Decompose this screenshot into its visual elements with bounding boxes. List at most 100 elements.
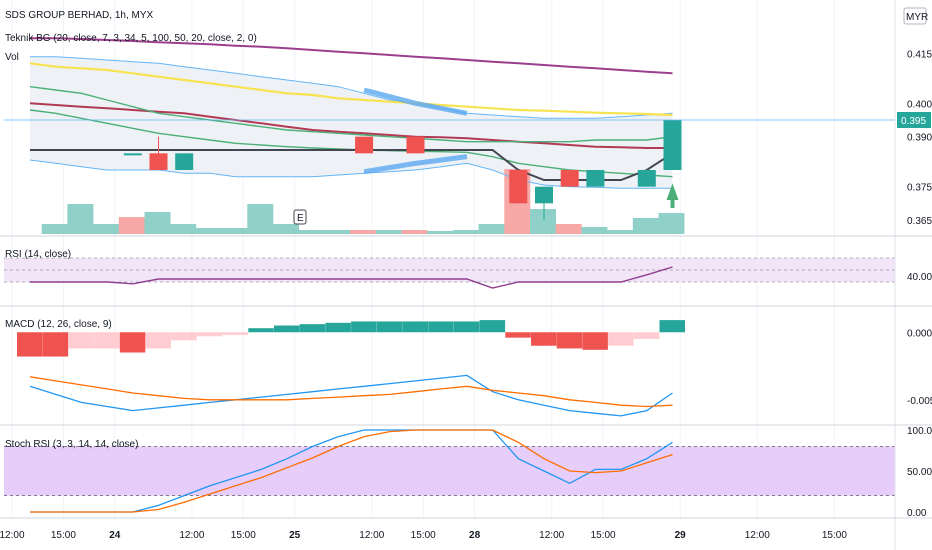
- macd-histogram-bar: [633, 332, 660, 339]
- stoch-tick-label: 0.00: [907, 508, 927, 519]
- up-arrow-marker: [666, 183, 679, 200]
- macd-histogram-bar: [171, 332, 197, 341]
- x-tick-label: 15:00: [822, 530, 847, 541]
- macd-histogram-bar: [402, 321, 428, 333]
- stoch-band-fill: [4, 446, 895, 496]
- volume-bar: [478, 224, 505, 234]
- stoch-k-line: [30, 429, 673, 513]
- x-tick-label: 15:00: [411, 530, 436, 541]
- volume-bar: [273, 224, 299, 234]
- earnings-marker-box: [293, 209, 307, 225]
- rsi-pane[interactable]: [4, 257, 895, 289]
- macd-histogram-bar: [222, 332, 249, 335]
- rsi-tick-label: 40.00: [907, 272, 932, 283]
- volume-label: Vol: [5, 52, 19, 63]
- currency-badge[interactable]: MYR: [903, 7, 928, 25]
- macd-histogram-bar: [42, 332, 69, 357]
- candle-up[interactable]: [637, 170, 656, 187]
- volume-bar: [195, 228, 222, 234]
- price-tick-label: 0.375: [907, 183, 932, 194]
- volume-bar: [555, 224, 582, 234]
- candle-down[interactable]: [406, 136, 425, 154]
- x-tick-label: 12:00: [359, 530, 384, 541]
- x-tick-label: 12:00: [179, 530, 204, 541]
- highlight-lower-segment: [363, 154, 468, 175]
- x-tick-label: 12:00: [745, 530, 770, 541]
- x-tick-label: 28: [469, 530, 481, 541]
- macd-histogram-bar: [582, 332, 608, 350]
- volume-bar: [324, 230, 351, 234]
- candle-down[interactable]: [560, 170, 579, 187]
- price-tick-label: 0.400: [907, 99, 932, 110]
- macd-histogram-bar: [119, 332, 146, 353]
- price-pane[interactable]: E 0.395: [4, 37, 931, 234]
- current-price-badge: [897, 112, 931, 128]
- macd-histogram-bar: [145, 332, 171, 349]
- volume-bar: [581, 227, 608, 234]
- ma-purple-line: [30, 37, 673, 75]
- macd-histogram-bar: [453, 321, 480, 333]
- bollinger-upper-line: [30, 56, 673, 119]
- candle-down[interactable]: [355, 136, 374, 154]
- candle-up[interactable]: [535, 186, 553, 204]
- volume-bar: [247, 204, 274, 234]
- up-arrow-stem: [670, 200, 675, 208]
- stoch-label: Stoch RSI (3, 3, 14, 14, close): [5, 439, 138, 450]
- price-tick-label: 0.390: [907, 133, 932, 144]
- candle-up[interactable]: [123, 153, 142, 156]
- x-tick-label: 15:00: [231, 530, 256, 541]
- volume-bar: [375, 230, 402, 234]
- volume-bar: [607, 230, 634, 234]
- earnings-marker-label: E: [297, 213, 304, 224]
- macd-histogram-bar: [428, 321, 454, 333]
- macd-histogram-bar: [196, 332, 223, 337]
- macd-histogram-bar: [479, 320, 506, 333]
- volume-bar: [144, 212, 171, 234]
- x-tick-label: 12:00: [539, 530, 564, 541]
- macd-histogram-bar: [556, 332, 583, 349]
- macd-histogram-bar: [325, 322, 351, 333]
- volume-bar: [401, 230, 428, 234]
- x-tick-label: 15:00: [591, 530, 616, 541]
- ma-yellow-line: [29, 62, 673, 117]
- candle-up[interactable]: [663, 120, 682, 170]
- current-price-value: 0.395: [901, 116, 926, 127]
- candle-down[interactable]: [149, 153, 168, 170]
- earnings-marker[interactable]: E: [293, 209, 307, 225]
- candle-up[interactable]: [586, 170, 605, 187]
- chart-title: SDS GROUP BERHAD, 1h, MYX: [5, 10, 154, 21]
- volume-bar: [298, 230, 325, 234]
- price-tick-label: 0.365: [907, 216, 932, 227]
- macd-histogram-bar: [659, 320, 685, 333]
- volume-bar: [221, 228, 248, 234]
- macd-histogram-bar: [299, 324, 326, 333]
- candle-down[interactable]: [509, 170, 528, 204]
- x-tick-label: 15:00: [51, 530, 76, 541]
- rsi-line: [30, 266, 673, 289]
- volume-bar: [350, 230, 377, 234]
- volume-bar: [632, 218, 659, 234]
- price-tick-label: 0.415: [907, 49, 932, 60]
- candle-up[interactable]: [175, 153, 194, 170]
- macd-pane[interactable]: [17, 320, 685, 417]
- macd-tick-label: -0.005: [907, 396, 932, 407]
- ma-green-upper-line: [29, 86, 673, 143]
- macd-histogram-bar: [17, 332, 43, 357]
- volume-bar: [530, 209, 556, 234]
- currency-label: MYR: [906, 12, 928, 23]
- signal-line: [29, 376, 673, 408]
- volume-bar: [452, 230, 479, 234]
- volume-bar: [658, 213, 685, 234]
- stoch-pane[interactable]: [4, 429, 895, 513]
- highlight-upper-segment: [363, 87, 468, 116]
- ma-red-line: [29, 102, 673, 149]
- volume-bar: [67, 204, 94, 234]
- macd-histogram-bar: [248, 328, 274, 333]
- x-tick-label: 25: [289, 530, 301, 541]
- volume-bar: [93, 224, 120, 234]
- macd-histogram-bar: [351, 321, 377, 333]
- macd-histogram-bar: [94, 332, 120, 349]
- macd-histogram-bar: [274, 325, 300, 333]
